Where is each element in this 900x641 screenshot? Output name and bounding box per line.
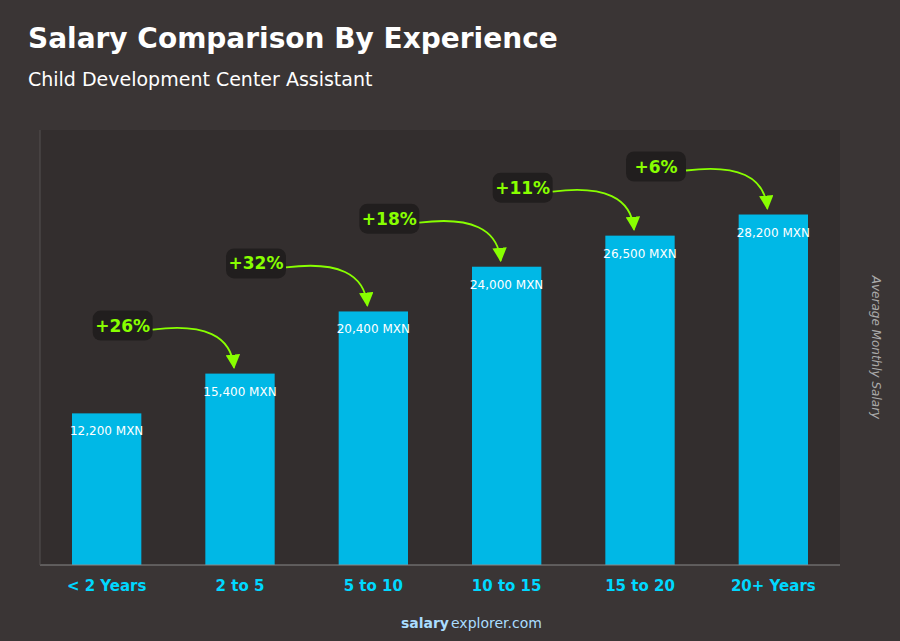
y-axis-label: Average Monthly Salary <box>869 275 883 420</box>
bars <box>72 215 808 565</box>
annotation-arrow <box>419 221 500 261</box>
data-label: 28,200 MXN <box>737 226 810 240</box>
annotation: +18% <box>362 209 417 229</box>
x-tick-label: 5 to 10 <box>344 577 403 595</box>
x-tick-label: < 2 Years <box>67 577 147 595</box>
x-axis-line <box>40 565 840 566</box>
x-tick-label: 2 to 5 <box>216 577 265 595</box>
y-axis-line <box>40 130 41 565</box>
annotation-arrow <box>686 169 767 209</box>
bar <box>739 215 808 565</box>
data-label: 26,500 MXN <box>603 247 676 261</box>
title: Salary Comparison By Experience <box>28 22 558 55</box>
data-label: 24,000 MXN <box>470 278 543 292</box>
background <box>0 0 900 641</box>
plot-background <box>40 130 840 565</box>
bar <box>472 267 541 565</box>
data-label: 12,200 MXN <box>70 424 143 438</box>
annotation-background <box>626 152 686 182</box>
bar <box>205 374 274 565</box>
annotation: +11% <box>495 178 550 198</box>
bar <box>605 236 674 565</box>
footer: explorer.com <box>451 615 542 631</box>
annotation: +32% <box>229 253 284 273</box>
data-label: 20,400 MXN <box>337 322 410 336</box>
annotation-background <box>359 204 419 234</box>
annotation: +6% <box>634 157 677 177</box>
subtitle: Child Development Center Assistant <box>28 68 372 90</box>
footer: salary <box>401 615 449 631</box>
x-tick-label: 20+ Years <box>731 577 816 595</box>
data-label: 15,400 MXN <box>203 385 276 399</box>
x-tick-label: 10 to 15 <box>472 577 542 595</box>
annotation-arrow <box>286 266 367 306</box>
chart-svg: Salary Comparison By Experience Child Dev… <box>0 0 900 641</box>
annotation-background <box>226 248 286 278</box>
x-tick-label: 15 to 20 <box>605 577 675 595</box>
annotation-arrow <box>153 328 234 368</box>
annotation-background <box>493 173 553 203</box>
bar <box>339 311 408 565</box>
annotation-arrow <box>553 190 634 230</box>
annotation: +26% <box>95 316 150 336</box>
chart-container: Salary Comparison By Experience Child Dev… <box>0 0 900 641</box>
annotation-background <box>93 311 153 341</box>
